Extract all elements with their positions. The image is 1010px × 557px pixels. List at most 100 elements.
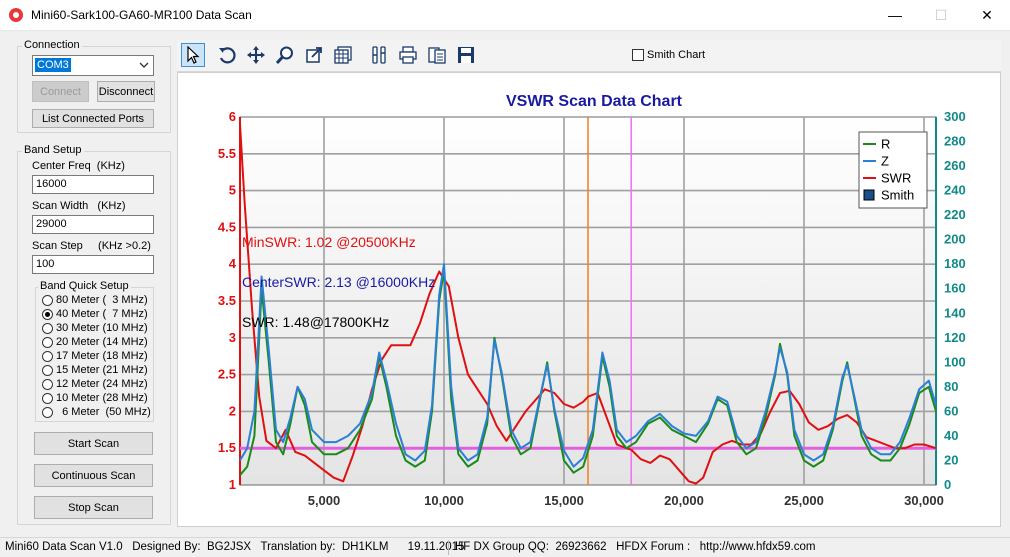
- legend-label: Smith: [881, 188, 914, 203]
- copy-icon: [428, 47, 446, 64]
- y-right-tick-label: 160: [944, 281, 966, 296]
- y-right-tick-label: 240: [944, 183, 966, 198]
- y-left-tick-label: 2.5: [218, 367, 236, 382]
- port-select-value: COM3: [35, 58, 71, 72]
- y-right-tick-label: 40: [944, 428, 958, 443]
- center-freq-input[interactable]: 16000: [32, 175, 154, 194]
- print-icon: [399, 46, 417, 64]
- smith-chart-checkbox[interactable]: Smith Chart: [632, 49, 705, 61]
- export-tool[interactable]: [302, 43, 326, 67]
- band-radio-item[interactable]: 10 Meter (28 MHz): [42, 391, 148, 405]
- smith-chart-label: Smith Chart: [647, 49, 706, 61]
- status-separator: [448, 540, 449, 555]
- tools-tool[interactable]: [367, 43, 391, 67]
- center-freq-label: Center Freq (KHz): [32, 160, 125, 172]
- band-radio-button[interactable]: [42, 336, 53, 348]
- table-icon: [334, 46, 352, 64]
- band-radio-button[interactable]: [42, 392, 53, 404]
- scan-step-input[interactable]: 100: [32, 255, 154, 274]
- port-select[interactable]: COM3: [32, 55, 154, 76]
- x-tick-label: 15,000: [544, 493, 584, 508]
- center-swr-annotation: CenterSWR: 2.13 @16000KHz: [242, 274, 435, 290]
- y-right-tick-label: 260: [944, 158, 966, 173]
- band-radio-item[interactable]: 30 Meter (10 MHz): [42, 321, 148, 335]
- band-radio-label: 30 Meter (10 MHz): [56, 322, 148, 334]
- print-tool[interactable]: [396, 43, 420, 67]
- table-tool[interactable]: [331, 43, 355, 67]
- y-right-tick-label: 280: [944, 134, 966, 149]
- tools-icon: [372, 46, 386, 64]
- y-left-tick-label: 3: [229, 330, 236, 345]
- band-radio-item[interactable]: 6 Meter (50 MHz): [42, 405, 151, 419]
- x-tick-label: 25,000: [784, 493, 824, 508]
- band-radio-item[interactable]: 15 Meter (21 MHz): [42, 363, 148, 377]
- y-right-tick-label: 20: [944, 452, 958, 467]
- scan-width-input[interactable]: 29000: [32, 215, 154, 234]
- start-scan-button[interactable]: Start Scan: [34, 432, 153, 455]
- y-left-tick-label: 4.5: [218, 219, 236, 234]
- y-right-tick-label: 60: [944, 403, 958, 418]
- band-quick-group-label: Band Quick Setup: [38, 280, 131, 292]
- band-setup-group-label: Band Setup: [22, 144, 84, 156]
- legend-label: R: [881, 137, 890, 152]
- legend-swatch-smith: [863, 189, 875, 201]
- x-tick-label: 20,000: [664, 493, 704, 508]
- chart-title: VSWR Scan Data Chart: [506, 93, 683, 110]
- close-button[interactable]: ✕: [981, 7, 993, 23]
- connection-group-label: Connection: [22, 39, 82, 51]
- save-tool[interactable]: [454, 43, 478, 67]
- y-left-tick-label: 5: [229, 183, 236, 198]
- list-ports-button[interactable]: List Connected Ports: [32, 109, 154, 128]
- scan-step-label: Scan Step (KHz >0.2): [32, 240, 151, 252]
- band-radio-item[interactable]: 80 Meter ( 3 MHz): [42, 293, 148, 307]
- stop-scan-button[interactable]: Stop Scan: [34, 496, 153, 519]
- y-right-tick-label: 180: [944, 256, 966, 271]
- smith-chart-checkbox-box[interactable]: [632, 49, 644, 61]
- chevron-down-icon: [139, 59, 149, 74]
- legend-label: Z: [881, 154, 889, 169]
- pointer-icon: [187, 46, 200, 64]
- band-radio-item[interactable]: 12 Meter (24 MHz): [42, 377, 148, 391]
- band-setup-group: [17, 151, 171, 525]
- band-radio-item[interactable]: 40 Meter ( 7 MHz): [42, 307, 148, 321]
- band-radio-button[interactable]: [42, 350, 53, 362]
- pointer-tool[interactable]: [181, 43, 205, 67]
- chart-toolbar: [177, 40, 1001, 72]
- y-left-tick-label: 1.5: [218, 440, 236, 455]
- status-right: HF DX Group QQ: 26923662 HFDX Forum : ht…: [455, 541, 816, 553]
- y-right-tick-label: 100: [944, 354, 966, 369]
- connection-group: [17, 46, 171, 133]
- app-icon: [9, 8, 23, 22]
- maximize-button[interactable]: ☐: [934, 7, 948, 23]
- band-radio-label: 6 Meter (50 MHz): [56, 406, 151, 418]
- band-radio-item[interactable]: 20 Meter (14 MHz): [42, 335, 148, 349]
- band-radio-label: 17 Meter (18 MHz): [56, 350, 148, 362]
- y-left-tick-label: 2: [229, 403, 236, 418]
- undo-tool[interactable]: [215, 43, 239, 67]
- pan-tool[interactable]: [244, 43, 268, 67]
- undo-icon: [219, 47, 236, 64]
- copy-tool[interactable]: [425, 43, 449, 67]
- band-radio-button[interactable]: [42, 294, 53, 306]
- x-tick-label: 5,000: [308, 493, 341, 508]
- chart-panel: 5,000 10,000 15,000 20,000 25,000 30,000 1 1.5 2…: [177, 72, 1001, 527]
- pan-icon: [247, 46, 265, 64]
- band-radio-item[interactable]: 17 Meter (18 MHz): [42, 349, 148, 363]
- continuous-scan-button[interactable]: Continuous Scan: [34, 464, 153, 487]
- status-left: Mini60 Data Scan V1.0 Designed By: BG2JS…: [5, 541, 465, 553]
- vswr-chart: 5,000 10,000 15,000 20,000 25,000 30,000 1 1.5 2…: [218, 93, 966, 508]
- zoom-icon: [275, 46, 293, 65]
- series-line-z: [239, 263, 937, 468]
- connect-button[interactable]: Connect: [32, 81, 89, 102]
- y-right-tick-label: 120: [944, 330, 966, 345]
- y-left-tick-label: 5.5: [218, 146, 236, 161]
- band-radio-button[interactable]: [42, 308, 53, 320]
- zoom-tool[interactable]: [273, 43, 297, 67]
- y-right-tick-label: 80: [944, 379, 958, 394]
- minimize-button[interactable]: —: [888, 7, 902, 23]
- band-radio-button[interactable]: [42, 364, 53, 376]
- disconnect-button[interactable]: Disconnect: [97, 81, 155, 102]
- band-radio-button[interactable]: [42, 406, 53, 418]
- band-radio-button[interactable]: [42, 378, 53, 390]
- band-radio-button[interactable]: [42, 322, 53, 334]
